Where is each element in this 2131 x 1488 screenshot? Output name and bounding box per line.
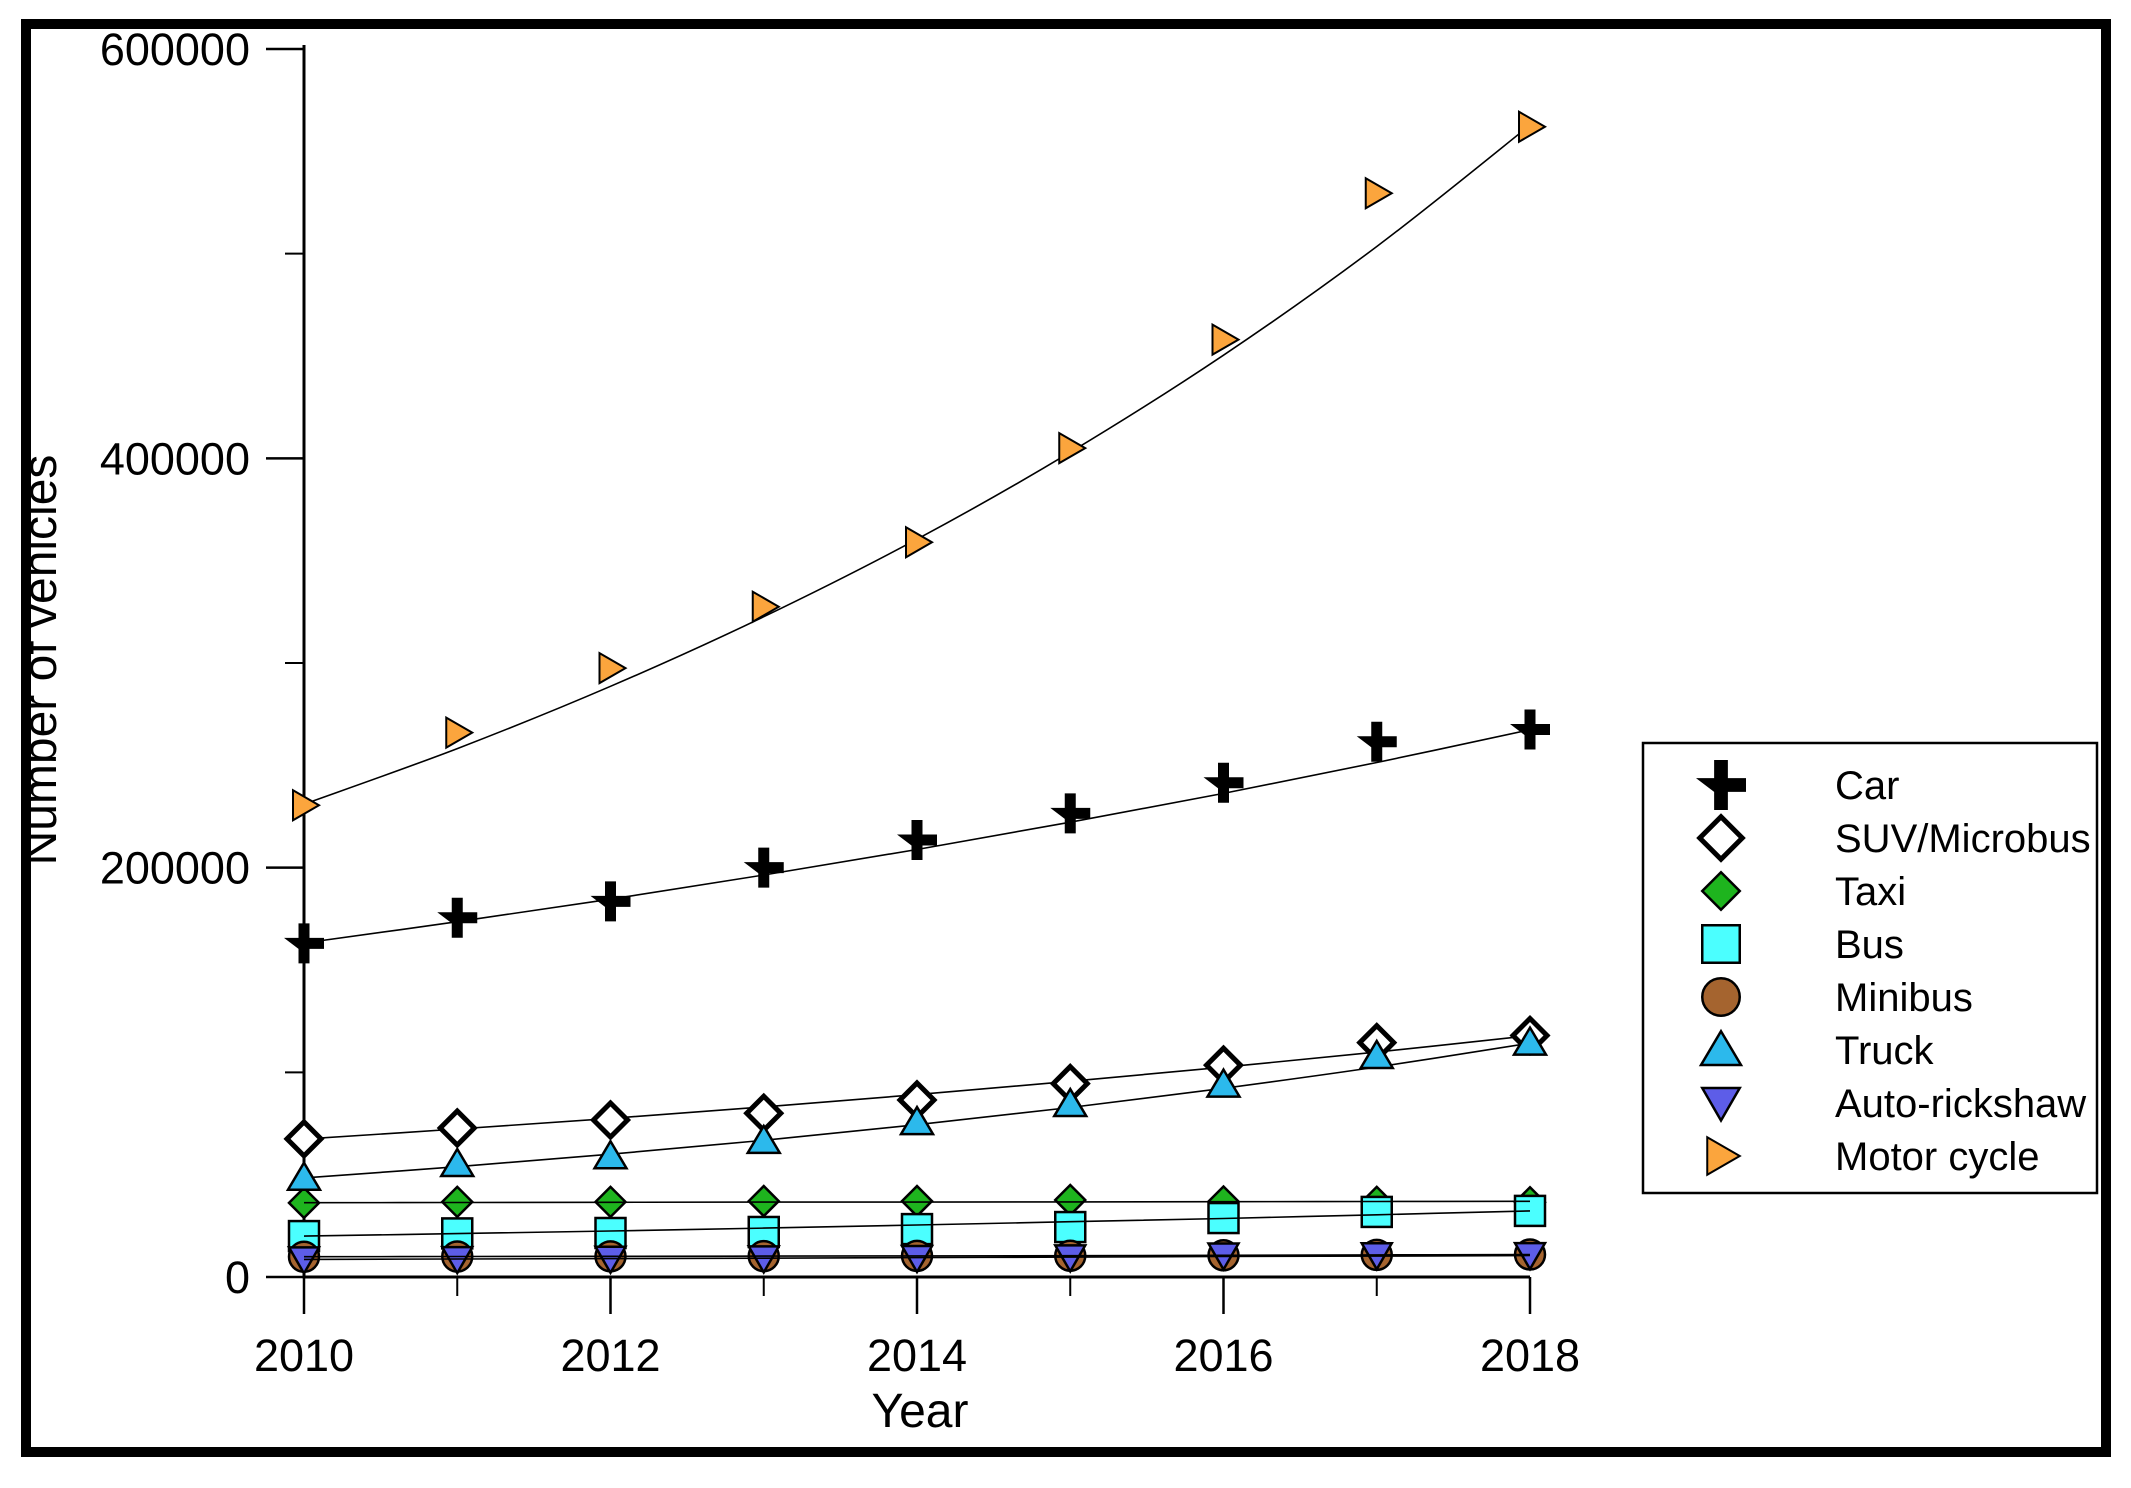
triangle-up-marker — [745, 1123, 782, 1155]
legend-label: Auto-rickshaw — [1835, 1082, 2086, 1126]
triangle-right-marker — [1058, 431, 1088, 465]
triangle-right-marker — [1706, 1135, 1742, 1177]
series-motor-cycle-markers — [292, 110, 1548, 822]
legend-item-minibus: Minibus — [1701, 976, 1973, 1020]
legend-label: Motor cycle — [1835, 1135, 2040, 1179]
plus-marker — [1356, 721, 1397, 762]
y-tick-label: 400000 — [100, 433, 250, 484]
square-marker — [900, 1212, 934, 1246]
legend: Car SUV/Microbus Taxi Bus Minibus Truck Auto-r… — [1641, 741, 2099, 1195]
triangle-right-marker — [1211, 322, 1241, 357]
trend-curve-taxi — [303, 1200, 1531, 1204]
series-truck-markers — [285, 1025, 1549, 1191]
diamond-marker — [900, 1184, 934, 1218]
plus-marker — [1050, 793, 1091, 834]
triangle-up-marker — [1358, 1038, 1395, 1070]
triangle-up-marker — [898, 1104, 936, 1136]
trend-curve-bus — [303, 1210, 1531, 1237]
triangle-up-marker — [1698, 1028, 1744, 1067]
triangle-right-marker — [905, 525, 935, 559]
plus-marker — [284, 923, 324, 964]
plus-marker — [743, 847, 784, 888]
triangle-down-marker — [286, 1246, 322, 1276]
x-tick-label: 2016 — [1173, 1330, 1273, 1381]
triangle-right-marker — [751, 589, 781, 624]
plus-marker — [897, 820, 937, 861]
plus-marker — [590, 881, 631, 922]
diamond-marker — [746, 1184, 781, 1218]
triangle-down-marker — [1700, 1086, 1742, 1124]
diamond-marker — [1700, 870, 1742, 912]
legend-label: Minibus — [1835, 976, 1973, 1020]
triangle-right-marker — [1518, 110, 1548, 144]
legend-item-suv-microbus: SUV/Microbus — [1696, 813, 2091, 863]
y-axis-title: Number of vehicles — [14, 455, 67, 866]
diamond-marker — [1053, 1183, 1088, 1217]
legend-item-taxi: Taxi — [1700, 870, 1906, 914]
plus-marker — [1696, 760, 1746, 810]
plus-marker — [1510, 709, 1550, 750]
trend-curve-minibus — [303, 1253, 1531, 1258]
square-marker — [1054, 1210, 1087, 1244]
legend-label: Car — [1835, 764, 1899, 808]
plus-marker — [437, 897, 478, 938]
x-tick-label: 2010 — [254, 1330, 354, 1381]
triangle-right-marker — [445, 715, 475, 750]
open-diamond-marker — [283, 1118, 325, 1160]
triangle-up-marker — [439, 1146, 476, 1178]
triangle-down-marker — [746, 1245, 781, 1275]
trend-curve-motor-cycle — [303, 124, 1531, 805]
x-axis-title: Year — [872, 1385, 969, 1438]
y-tick-label: 200000 — [100, 843, 250, 894]
legend-item-car: Car — [1696, 760, 1899, 810]
open-diamond-marker — [1696, 813, 1746, 863]
plus-marker — [1203, 762, 1244, 803]
legend-label: Bus — [1835, 923, 1904, 967]
x-tick-label: 2018 — [1480, 1330, 1580, 1381]
diamond-marker — [287, 1186, 321, 1220]
triangle-up-marker — [285, 1160, 323, 1191]
legend-item-motor-cycle: Motor cycle — [1706, 1135, 2040, 1179]
trend-curve-auto-rickshaw — [303, 1254, 1531, 1261]
legend-item-truck: Truck — [1698, 1028, 1935, 1073]
axes: 0 200000 400000 600000 2010 2012 2014 2016 2018 — [100, 24, 1580, 1381]
legend-label: Truck — [1835, 1029, 1935, 1073]
triangle-up-marker — [1205, 1067, 1242, 1098]
legend-item-bus: Bus — [1701, 923, 1904, 967]
legend-label: Taxi — [1835, 870, 1906, 914]
triangle-down-marker — [899, 1244, 935, 1275]
triangle-right-marker — [292, 788, 322, 822]
outer-border — [21, 19, 2111, 1457]
triangle-down-marker — [593, 1245, 628, 1276]
x-tick-label: 2014 — [867, 1330, 967, 1381]
circle-marker — [1701, 977, 1741, 1017]
x-tick-label: 2012 — [560, 1330, 660, 1381]
open-diamond-marker — [589, 1099, 632, 1141]
triangle-right-marker — [1364, 176, 1394, 211]
triangle-down-marker — [440, 1245, 475, 1276]
series-car-markers — [284, 709, 1550, 964]
y-tick-label: 0 — [225, 1252, 250, 1303]
triangle-right-marker — [598, 651, 628, 685]
triangle-up-marker — [592, 1138, 629, 1170]
open-diamond-marker — [436, 1107, 478, 1149]
triangle-down-marker — [1053, 1244, 1088, 1274]
triangle-up-marker — [1511, 1025, 1549, 1056]
square-marker — [1701, 924, 1741, 964]
y-tick-label: 600000 — [100, 24, 250, 75]
legend-label: SUV/Microbus — [1835, 817, 2091, 861]
triangle-up-marker — [1052, 1086, 1089, 1118]
legend-item-auto-rickshaw: Auto-rickshaw — [1700, 1082, 2086, 1126]
